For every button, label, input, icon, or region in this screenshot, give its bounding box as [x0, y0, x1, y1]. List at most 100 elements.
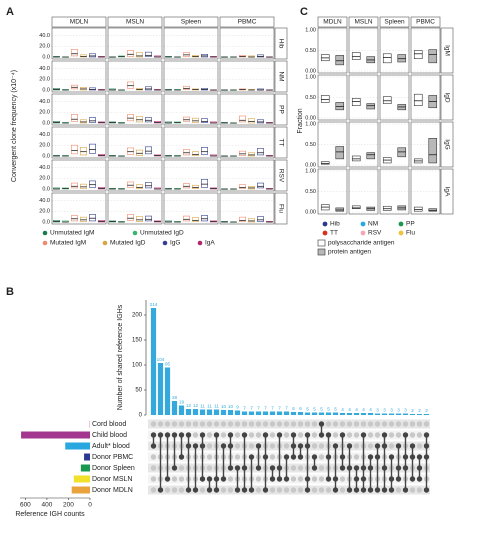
matrix-dot: [346, 432, 353, 438]
x-tick-label: 0: [88, 502, 92, 509]
legend-swatch: [197, 240, 203, 246]
set-label: Cord blood: [92, 421, 126, 428]
legend-label: protein antigen: [328, 249, 371, 256]
legend-label: Flu: [406, 230, 415, 237]
box: [127, 214, 134, 221]
legend-label: Unmutated IgD: [140, 230, 184, 237]
row-strip: [440, 74, 454, 121]
matrix-dot: [220, 432, 227, 438]
row-label: RSV: [277, 169, 284, 183]
bar-value-label: 5: [313, 407, 316, 412]
bar-value-label: 5: [334, 407, 337, 412]
facet-frame: [163, 27, 219, 60]
matrix-dot: [416, 487, 423, 493]
facet-frame: [219, 93, 275, 126]
bar-value-label: 7: [278, 406, 281, 411]
box: [351, 205, 361, 210]
facet-frame: [163, 93, 219, 126]
matrix-dot: [332, 421, 339, 427]
y-tick-label: 0.0: [42, 153, 50, 159]
bar: [150, 308, 157, 415]
bar: [290, 412, 297, 415]
legend-label: Mutated IgM: [50, 240, 86, 247]
box: [71, 49, 78, 57]
facet-frame: [317, 168, 348, 215]
matrix-dot: [213, 421, 220, 427]
bar-value-label: 9: [236, 405, 239, 410]
bar: [374, 413, 381, 415]
matrix-dot: [192, 421, 199, 427]
bar-value-label: 6: [292, 406, 295, 411]
matrix-dot: [255, 476, 262, 482]
bar: [395, 413, 402, 415]
matrix-dot: [290, 476, 297, 482]
facet-frame: [348, 74, 379, 121]
matrix-dot: [388, 432, 395, 438]
row-strip: [440, 168, 454, 215]
bar-value-label: 214: [150, 302, 158, 307]
row-strip: [440, 121, 454, 168]
matrix-dot: [318, 443, 325, 449]
facet-frame: [51, 27, 107, 60]
box: [136, 216, 143, 222]
bar: [353, 413, 360, 415]
x-axis-title: Reference IGH counts: [15, 511, 85, 518]
matrix-dot: [199, 421, 206, 427]
bar: [227, 410, 234, 415]
box: [335, 207, 345, 212]
y-axis-title: Convergent clone frequency (x10⁻⁴): [11, 70, 18, 182]
matrix-dot: [269, 454, 276, 460]
box: [366, 103, 376, 110]
y-axis-title: Number of shared reference IGHs: [117, 304, 124, 410]
matrix-dot: [318, 476, 325, 482]
bar: [248, 411, 255, 415]
matrix-dot: [332, 432, 339, 438]
bar: [192, 409, 199, 415]
matrix-dot: [171, 421, 178, 427]
bar-value-label: 4: [362, 407, 365, 412]
box: [257, 54, 264, 58]
box: [320, 95, 330, 103]
matrix-dot: [234, 443, 241, 449]
box: [239, 216, 246, 222]
panel-letter: B: [6, 286, 14, 298]
row-strip: [274, 192, 288, 225]
set-size-bar: [73, 475, 90, 483]
facet-strip: [317, 16, 348, 28]
facet-strip: [107, 16, 163, 28]
matrix-dot: [269, 487, 276, 493]
legend-swatch: [102, 240, 108, 246]
matrix-dot: [367, 432, 374, 438]
facet-strip: [51, 16, 107, 28]
matrix-dot: [318, 465, 325, 471]
y-tick-label: 0.50: [305, 95, 316, 101]
facet-label: PBMC: [416, 19, 435, 26]
legend-label: IgA: [205, 240, 215, 247]
row-label: PP: [277, 105, 284, 114]
matrix-dot: [339, 487, 346, 493]
box: [136, 52, 143, 58]
bar-value-label: 3: [383, 408, 386, 413]
bar-value-label: 2: [425, 408, 428, 413]
set-size-bar: [80, 464, 90, 472]
bar: [367, 413, 374, 415]
set-label: Donor Spleen: [92, 465, 135, 472]
box: [71, 215, 78, 222]
matrix-dot: [283, 487, 290, 493]
set-label: Donor PBMC: [92, 454, 133, 461]
matrix-dot: [304, 421, 311, 427]
bar-value-label: 19: [179, 400, 185, 405]
box: [145, 86, 152, 91]
facet-label: MSLN: [354, 19, 372, 26]
matrix-dot: [185, 421, 192, 427]
matrix-dot: [388, 421, 395, 427]
bar-value-label: 2: [418, 408, 421, 413]
row-strip: [274, 93, 288, 126]
set-label: Adult* blood: [92, 443, 130, 450]
y-tick-label: 0.50: [305, 189, 316, 195]
set-size-bar: [84, 453, 90, 461]
set-size-bar: [71, 486, 90, 494]
box: [89, 143, 96, 154]
y-tick-label: 1.00: [305, 74, 316, 80]
box: [71, 182, 78, 189]
